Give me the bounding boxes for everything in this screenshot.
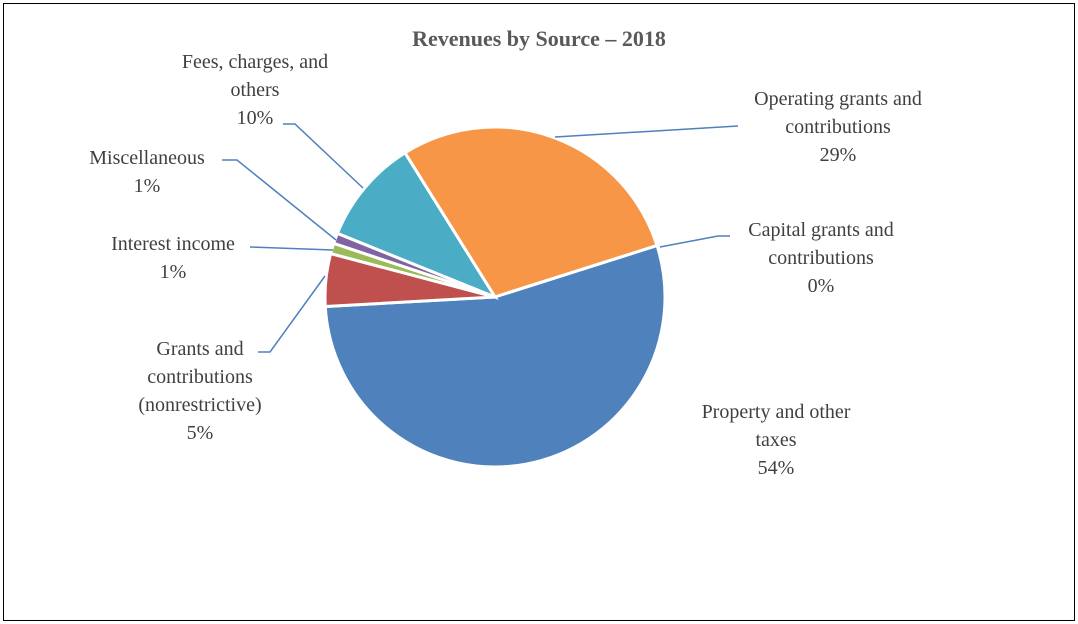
frame bbox=[3, 3, 1075, 621]
slice bbox=[323, 243, 667, 469]
leader-line bbox=[258, 275, 326, 353]
slice bbox=[402, 125, 659, 299]
label-value: 54% bbox=[757, 457, 795, 479]
data-label: Capital grants and contributions 0% bbox=[729, 216, 914, 300]
label-name: Interest income bbox=[111, 233, 235, 255]
data-label: Interest income 1% bbox=[73, 230, 273, 286]
label-value: 1% bbox=[133, 175, 161, 197]
data-label: Grants and contributions (nonrestrictive… bbox=[125, 335, 275, 447]
leader-line bbox=[249, 246, 334, 251]
label-name: Property and other taxes bbox=[701, 401, 851, 451]
label-value: 0% bbox=[807, 275, 835, 297]
label-value: 10% bbox=[236, 107, 274, 129]
data-label: Fees, charges, and others 10% bbox=[160, 48, 350, 132]
label-value: 1% bbox=[159, 261, 187, 283]
leader-line bbox=[222, 159, 337, 241]
label-value: 5% bbox=[186, 422, 214, 444]
data-label: Miscellaneous 1% bbox=[47, 144, 247, 200]
slice bbox=[335, 150, 499, 301]
data-label: Property and other taxes 54% bbox=[684, 398, 869, 482]
label-name: Capital grants and contributions bbox=[748, 219, 894, 269]
data-label: Operating grants and contributions 29% bbox=[746, 85, 931, 169]
leader-line bbox=[283, 123, 364, 189]
label-name: Fees, charges, and others bbox=[181, 51, 329, 101]
leader-line bbox=[554, 125, 739, 138]
leader-line bbox=[659, 235, 730, 248]
label-name: Operating grants and contributions bbox=[754, 88, 922, 138]
label-name: Miscellaneous bbox=[89, 147, 205, 169]
label-name: Grants and contributions (nonrestrictive… bbox=[138, 338, 262, 416]
label-value: 29% bbox=[819, 144, 857, 166]
chart-title: Revenues by Source – 2018 bbox=[412, 26, 666, 51]
